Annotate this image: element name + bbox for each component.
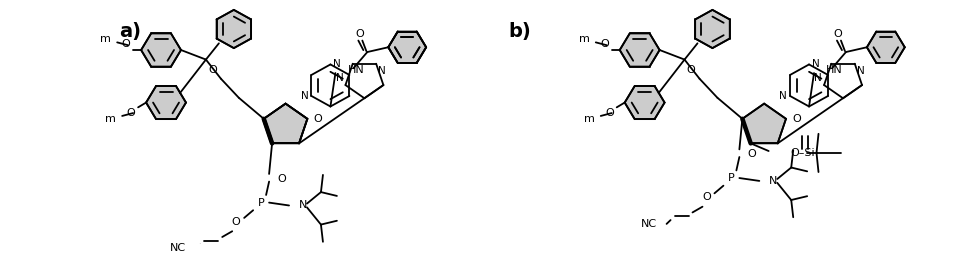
Text: N: N <box>300 91 308 101</box>
Polygon shape <box>620 34 660 67</box>
Text: m: m <box>101 34 111 43</box>
Text: O: O <box>600 39 609 49</box>
Text: P: P <box>728 173 734 183</box>
Text: O: O <box>833 29 842 39</box>
Text: b): b) <box>508 22 531 41</box>
Text: NC: NC <box>640 219 657 229</box>
Text: NC: NC <box>170 244 186 253</box>
Polygon shape <box>625 86 664 119</box>
Polygon shape <box>264 104 307 143</box>
Text: O: O <box>355 29 364 39</box>
Text: O: O <box>792 114 801 124</box>
Text: a): a) <box>119 22 141 41</box>
Text: N: N <box>856 66 865 76</box>
Text: m: m <box>584 114 595 124</box>
Text: HN: HN <box>826 65 843 75</box>
Polygon shape <box>867 31 904 63</box>
Text: N: N <box>336 73 344 83</box>
Polygon shape <box>742 104 786 143</box>
Polygon shape <box>388 31 426 63</box>
Text: m: m <box>106 114 116 124</box>
Text: HN: HN <box>348 65 364 75</box>
Polygon shape <box>217 10 252 48</box>
Text: O: O <box>313 114 323 124</box>
Text: O–Si: O–Si <box>791 148 815 158</box>
Text: N: N <box>814 73 822 83</box>
Polygon shape <box>146 86 186 119</box>
Text: O: O <box>702 192 710 202</box>
Text: P: P <box>257 198 265 208</box>
Text: m: m <box>579 34 589 43</box>
Text: O: O <box>121 39 131 49</box>
Polygon shape <box>695 10 730 48</box>
Text: N: N <box>769 176 778 186</box>
Text: N: N <box>299 200 307 211</box>
Text: O: O <box>277 174 286 184</box>
Text: O: O <box>127 108 135 118</box>
Text: N: N <box>812 59 820 69</box>
Text: N: N <box>333 59 341 69</box>
Text: O: O <box>208 65 217 75</box>
Polygon shape <box>141 34 181 67</box>
Text: O: O <box>231 217 241 227</box>
Text: N: N <box>378 66 386 76</box>
Text: O: O <box>747 149 756 159</box>
Text: N: N <box>780 91 787 101</box>
Text: O: O <box>605 108 613 118</box>
Text: O: O <box>686 65 695 75</box>
